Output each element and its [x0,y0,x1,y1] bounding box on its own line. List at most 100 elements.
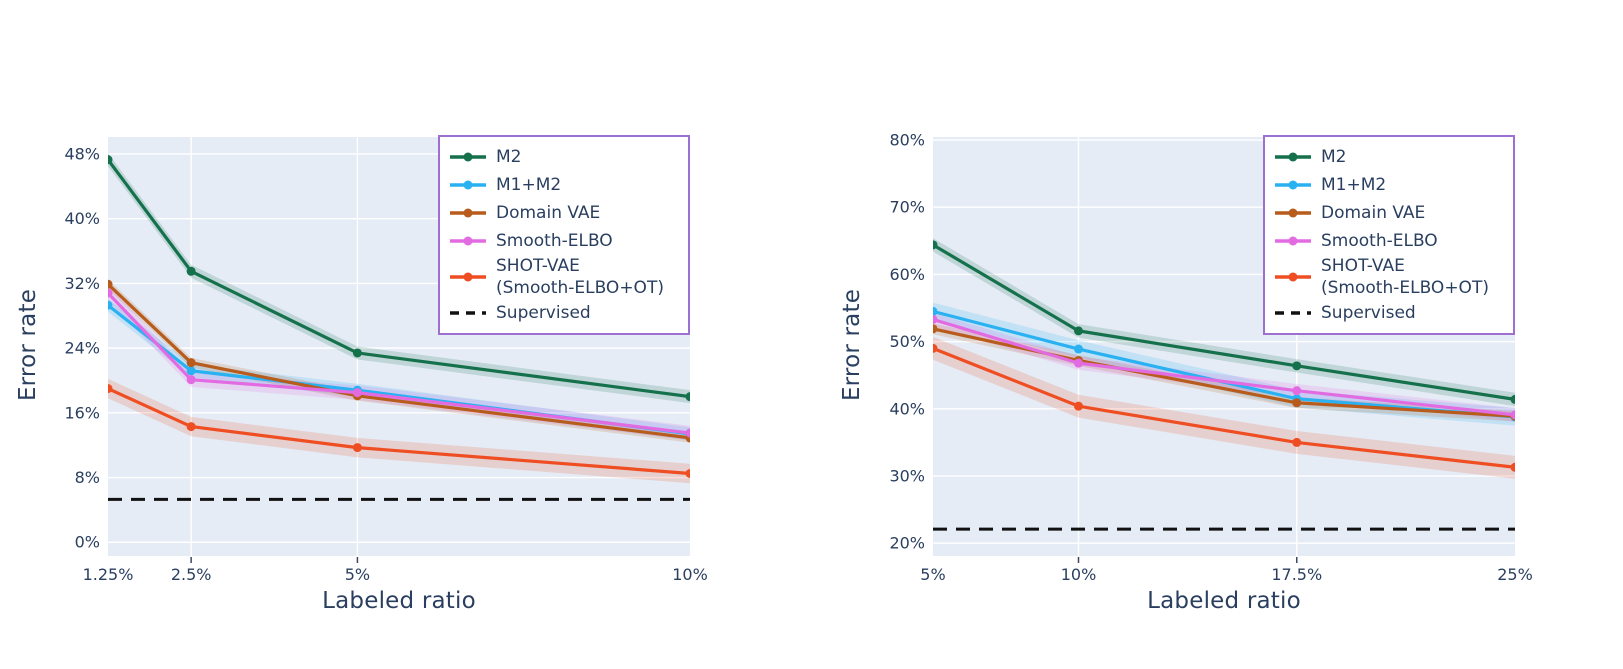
series-line-shot-vae[interactable] [933,346,1515,469]
legend-label: Supervised [496,303,591,324]
legend-item-supervised[interactable]: Supervised [1273,299,1505,327]
series-line-smooth-elbo[interactable] [933,317,1515,417]
legend-item-m2[interactable]: M2 [448,143,680,171]
series-line-shot-vae[interactable] [108,386,690,476]
data-point-shot-vae[interactable] [1074,401,1083,411]
series-line-m2[interactable] [108,158,690,399]
data-point-shot-vae[interactable] [352,443,362,453]
data-point-m2[interactable] [685,392,695,402]
data-point-m1-m2[interactable] [1074,344,1083,354]
x-tick-label: 5% [345,565,370,584]
data-point-smooth-elbo[interactable] [352,388,362,398]
legend-label: Domain VAE [1321,202,1426,223]
line-marker-swatch-icon [1275,180,1311,190]
y-tick-label: 50% [889,332,925,351]
series-line-smooth-elbo[interactable] [108,291,690,435]
data-point-shot-vae[interactable] [1510,462,1520,472]
data-point-m2[interactable] [929,240,938,250]
data-point-smooth-elbo[interactable] [104,288,113,298]
data-point-m2[interactable] [104,155,113,165]
legend-label: M1+M2 [496,174,562,195]
line-marker-swatch-icon [450,180,486,190]
line-marker-swatch-icon [450,208,486,218]
line-marker-swatch-icon [1275,272,1311,282]
line-marker-swatch-icon [1275,208,1311,218]
data-point-smooth-elbo[interactable] [685,428,695,438]
data-point-m2[interactable] [352,348,362,358]
legend-item-smooth-elbo[interactable]: Smooth-ELBO [1273,227,1505,255]
confidence-band-m2 [108,153,690,404]
legend-item-domain-vae[interactable]: Domain VAE [448,199,680,227]
x-tick-label: 25% [1497,565,1533,584]
data-point-m1-m2[interactable] [104,300,113,310]
y-tick-label: 0% [75,533,100,552]
y-tick-label: 40% [889,399,925,418]
legend-label: M1+M2 [1321,174,1387,195]
data-point-shot-vae[interactable] [186,422,196,432]
data-point-domain-vae[interactable] [1292,398,1302,408]
line-marker-swatch-icon [450,236,486,246]
line-marker-swatch-icon [450,152,486,162]
series-line-m2[interactable] [933,243,1515,402]
series-line-m1-m2[interactable] [933,309,1515,419]
x-tick-label: 10% [672,565,708,584]
data-point-smooth-elbo[interactable] [1510,410,1520,420]
legend-item-shot-vae[interactable]: SHOT-VAE (Smooth-ELBO+OT) [1273,255,1505,299]
y-tick-label: 40% [64,209,100,228]
y-tick-label: 48% [64,144,100,163]
x-tick-label: 2.5% [171,565,212,584]
y-tick-label: 70% [889,198,925,217]
data-point-shot-vae[interactable] [1292,437,1302,447]
right-chart: 20% 30% 40% 50% 60% 70% 80% 5% 10% 17.5% 25% [889,131,1532,584]
confidence-band-smooth-elbo [933,312,1515,422]
data-point-smooth-elbo[interactable] [1292,386,1302,396]
legend-item-shot-vae[interactable]: SHOT-VAE (Smooth-ELBO+OT) [448,255,680,299]
right-x-axis-title: Labeled ratio [1147,588,1301,614]
data-point-shot-vae[interactable] [104,384,113,394]
legend-item-m1-m2[interactable]: M1+M2 [1273,171,1505,199]
confidence-band-shot-vae [933,336,1515,479]
x-tick-label: 10% [1061,565,1097,584]
data-point-m2[interactable] [1074,326,1083,336]
x-tick-label: 1.25% [83,565,134,584]
legend-label: M2 [1321,146,1347,167]
dashed-line-swatch-icon [1275,311,1311,315]
series-line-domain-vae[interactable] [108,282,690,440]
data-point-domain-vae[interactable] [929,324,938,334]
x-tick-label: 17.5% [1271,565,1322,584]
y-tick-label: 16% [64,403,100,422]
legend-label: SHOT-VAE (Smooth-ELBO+OT) [496,256,664,299]
data-point-shot-vae[interactable] [685,468,695,478]
legend-item-m1-m2[interactable]: M1+M2 [448,171,680,199]
data-point-domain-vae[interactable] [104,279,113,289]
y-tick-label: 24% [64,339,100,358]
left-x-axis-title: Labeled ratio [322,588,476,614]
line-marker-swatch-icon [450,272,486,282]
data-point-shot-vae[interactable] [929,343,938,353]
data-point-m1-m2[interactable] [186,366,196,376]
legend-label: M2 [496,146,522,167]
legend-item-m2[interactable]: M2 [1273,143,1505,171]
data-point-m2[interactable] [1292,361,1302,371]
data-point-domain-vae[interactable] [186,358,196,368]
y-tick-label: 30% [889,467,925,486]
dashed-line-swatch-icon [450,311,486,315]
y-tick-label: 32% [64,274,100,293]
data-point-m2[interactable] [1510,394,1520,404]
series-line-domain-vae[interactable] [933,327,1515,418]
legend-item-supervised[interactable]: Supervised [448,299,680,327]
legend-label: Domain VAE [496,202,601,223]
legend-label: Smooth-ELBO [496,230,613,251]
data-point-smooth-elbo[interactable] [929,314,938,324]
y-tick-label: 20% [889,534,925,553]
confidence-band-shot-vae [108,378,690,484]
legend-item-domain-vae[interactable]: Domain VAE [1273,199,1505,227]
right-chart-legend: M2 M1+M2 Domain VAE Smooth-ELBO SHOT-VAE (Sm… [1263,135,1515,336]
line-marker-swatch-icon [1275,152,1311,162]
data-point-m1-m2[interactable] [929,306,938,316]
data-point-m2[interactable] [186,266,196,276]
legend-item-smooth-elbo[interactable]: Smooth-ELBO [448,227,680,255]
data-point-smooth-elbo[interactable] [1074,358,1083,368]
data-point-smooth-elbo[interactable] [186,375,196,385]
